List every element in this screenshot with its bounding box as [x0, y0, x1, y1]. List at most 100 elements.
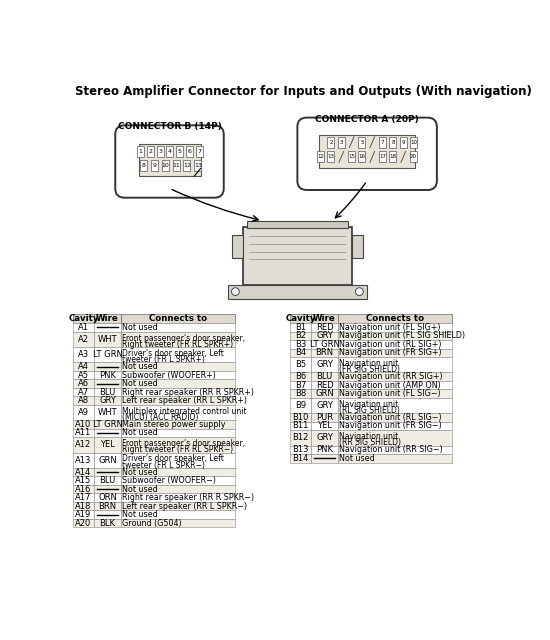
Text: LT GRN: LT GRN — [92, 420, 123, 429]
Bar — [338, 422, 452, 430]
Text: Navigation unit: Navigation unit — [339, 432, 398, 441]
Bar — [120, 388, 235, 396]
Text: BRN: BRN — [98, 502, 117, 511]
Bar — [73, 468, 95, 476]
Text: 6: 6 — [188, 149, 191, 154]
Bar — [338, 323, 452, 332]
Bar — [120, 493, 235, 502]
Bar — [290, 323, 311, 332]
Bar — [162, 160, 169, 171]
Circle shape — [232, 288, 239, 296]
Text: RED: RED — [316, 323, 333, 332]
Text: 7: 7 — [381, 140, 384, 145]
Text: 8: 8 — [391, 140, 395, 145]
Bar — [338, 349, 452, 357]
Bar — [73, 314, 95, 323]
Text: B5: B5 — [295, 360, 306, 369]
Text: (FR SIG SHIELD): (FR SIG SHIELD) — [339, 365, 400, 374]
Text: Not used: Not used — [122, 362, 158, 371]
Text: (RR SIG SHIELD): (RR SIG SHIELD) — [339, 438, 402, 447]
Bar — [317, 152, 324, 163]
Text: Navigation unit: Navigation unit — [339, 400, 398, 409]
Text: Navigation unit (AMP ON): Navigation unit (AMP ON) — [339, 381, 441, 390]
Text: Right rear speaker (RR R SPKR−): Right rear speaker (RR R SPKR−) — [122, 493, 254, 502]
Text: Navigation unit (RR SIG+): Navigation unit (RR SIG+) — [339, 372, 443, 381]
Bar — [120, 371, 235, 380]
Bar — [73, 332, 95, 347]
Bar — [311, 454, 338, 463]
Bar — [290, 314, 311, 323]
Text: 10: 10 — [410, 140, 417, 145]
Text: 20: 20 — [410, 154, 417, 159]
Text: WHT: WHT — [98, 335, 117, 344]
Text: PNK: PNK — [316, 445, 333, 454]
Bar — [410, 137, 417, 148]
Text: A7: A7 — [78, 388, 89, 397]
Text: YEL: YEL — [100, 440, 115, 449]
Bar — [73, 405, 95, 420]
Bar — [95, 468, 120, 476]
Bar — [95, 519, 120, 527]
Bar — [196, 146, 203, 157]
Bar — [410, 152, 417, 163]
Bar — [359, 152, 365, 163]
Bar — [73, 502, 95, 510]
Circle shape — [355, 288, 363, 296]
Bar — [327, 137, 334, 148]
Bar — [95, 476, 120, 485]
Bar — [247, 221, 348, 228]
Text: GRY: GRY — [316, 433, 333, 442]
Bar — [311, 413, 338, 422]
Bar — [120, 510, 235, 519]
Text: 9: 9 — [402, 140, 405, 145]
Bar — [120, 362, 235, 371]
Text: RED: RED — [316, 381, 333, 390]
Text: Multiplex integrated control unit: Multiplex integrated control unit — [122, 407, 247, 416]
Text: 12: 12 — [317, 154, 324, 159]
Bar — [167, 146, 173, 157]
Text: B13: B13 — [292, 445, 309, 454]
Bar — [379, 152, 386, 163]
Text: B14: B14 — [292, 454, 309, 463]
Bar — [338, 430, 452, 445]
Bar — [73, 510, 95, 519]
Bar — [290, 398, 311, 413]
Bar — [95, 371, 120, 380]
Text: 13: 13 — [327, 154, 334, 159]
Bar — [73, 429, 95, 437]
Bar — [120, 396, 235, 405]
Text: A16: A16 — [75, 484, 92, 493]
Text: A15: A15 — [75, 476, 92, 485]
Bar — [120, 468, 235, 476]
Text: B9: B9 — [295, 401, 306, 410]
Bar — [338, 445, 452, 454]
Text: 12: 12 — [183, 163, 191, 168]
Bar — [232, 235, 243, 258]
Text: Right rear speaker (RR R SPKR+): Right rear speaker (RR R SPKR+) — [122, 388, 254, 397]
Bar — [290, 381, 311, 389]
Bar — [338, 381, 452, 389]
Text: 7: 7 — [197, 149, 201, 154]
Text: B2: B2 — [295, 332, 306, 340]
Bar — [290, 413, 311, 422]
Text: CONNECTOR A (20P): CONNECTOR A (20P) — [315, 115, 419, 124]
Text: Not used: Not used — [122, 468, 158, 477]
Bar — [151, 160, 158, 171]
FancyBboxPatch shape — [116, 125, 224, 198]
Bar — [73, 493, 95, 502]
Text: A3: A3 — [78, 350, 89, 359]
Bar — [147, 146, 154, 157]
Bar — [95, 362, 120, 371]
Bar — [228, 285, 367, 298]
Bar — [338, 454, 452, 463]
Text: CONNECTOR B (14P): CONNECTOR B (14P) — [118, 122, 222, 131]
Bar — [290, 372, 311, 381]
Bar — [338, 389, 452, 398]
Text: A13: A13 — [75, 456, 92, 465]
Text: Navigation unit (FL SIG SHIELD): Navigation unit (FL SIG SHIELD) — [339, 332, 465, 340]
Text: A17: A17 — [75, 493, 92, 502]
Bar — [194, 160, 201, 171]
Text: GRY: GRY — [316, 332, 333, 340]
Text: Not used: Not used — [122, 510, 158, 519]
Text: PNK: PNK — [99, 371, 116, 380]
